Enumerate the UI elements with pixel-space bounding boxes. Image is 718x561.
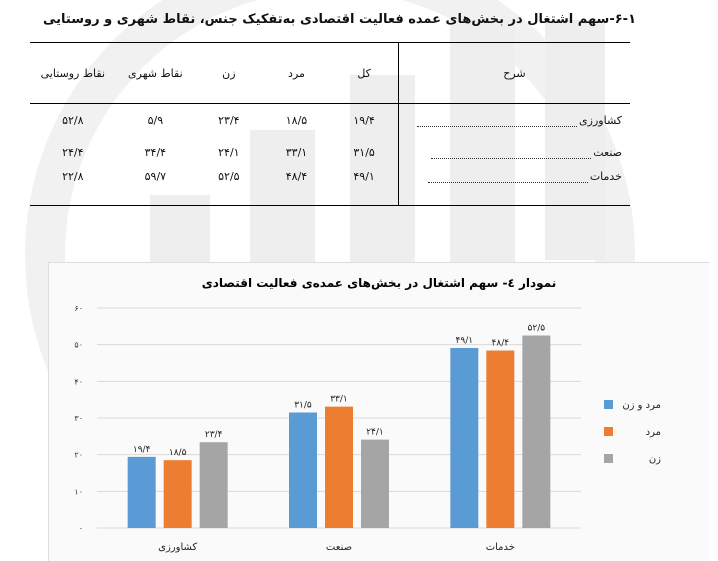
bar: [127, 456, 156, 528]
x-tick-label: خدمات: [486, 542, 515, 553]
data-label: ۳۳/۱: [330, 395, 348, 405]
row-label-cell: صنعت: [397, 136, 630, 168]
data-label: ۴۹/۱: [456, 336, 474, 346]
header-description: شرح: [397, 42, 630, 104]
header-rural: نقاط روستایی: [30, 42, 116, 104]
y-tick-label: ۴۰: [74, 377, 83, 386]
y-tick-label: ۰: [79, 524, 83, 533]
legend-label: زن: [649, 454, 661, 465]
bar: [199, 442, 228, 528]
leader-dots: [417, 125, 578, 127]
x-tick-label: صنعت: [326, 542, 352, 553]
cell-rural: ۲۲/۸: [30, 168, 116, 206]
leader-dots: [427, 182, 588, 183]
bar: [486, 350, 515, 528]
row-label-cell: خدمات: [397, 168, 630, 206]
data-label: ۳۱/۵: [294, 401, 312, 411]
legend-label: مرد: [646, 427, 661, 438]
cell-male: ۳۳/۱: [285, 145, 308, 159]
cell-urban: ۳۴/۴: [144, 145, 167, 159]
header-total: کل: [330, 42, 399, 104]
cell-female: ۲۳/۴: [218, 113, 240, 127]
header-female: زن: [195, 42, 263, 104]
row-label: خدمات: [589, 170, 622, 183]
bar: [289, 412, 317, 528]
bar: [361, 439, 389, 528]
data-label: ۲۳/۴: [205, 430, 223, 440]
cell-total: ۳۱/۵: [353, 145, 375, 159]
table-row: کشاورزی ۱۹/۴ ۱۸/۵ ۲۳/۴ ۵/۹ ۵۲/۸: [30, 103, 630, 136]
cell-female: ۲۴/۱: [218, 145, 240, 159]
bar: [522, 335, 551, 528]
row-label: کشاورزی: [579, 113, 622, 127]
data-label: ۱۹/۴: [133, 445, 151, 455]
y-tick-label: ۳۰: [74, 414, 83, 423]
cell-rural: ۵۲/۸: [62, 113, 84, 127]
bar: [325, 406, 353, 528]
cell-total: ۴۹/۱: [330, 168, 399, 206]
data-label: ۵۲/۵: [528, 324, 546, 334]
cell-urban: ۵۹/۷: [115, 168, 196, 206]
row-label: صنعت: [593, 145, 622, 159]
cell-male: ۴۸/۴: [262, 168, 331, 206]
table-row: صنعت ۳۱/۵ ۳۳/۱ ۲۴/۱ ۳۴/۴ ۲۴/۴: [30, 136, 630, 168]
employment-share-table: شرح کل مرد زن نقاط شهری نقاط روستایی کشا…: [30, 42, 630, 206]
cell-total: ۱۹/۴: [353, 113, 375, 127]
y-tick-label: ۲۰: [74, 451, 83, 460]
data-label: ۲۴/۱: [366, 428, 384, 438]
legend-swatch: [604, 454, 613, 463]
legend-swatch: [604, 400, 613, 409]
bar: [450, 347, 479, 528]
bar-chart: نمودار ٤- سهم اشتغال در بخش‌های عمده‌ی ف…: [74, 276, 661, 553]
cell-female: ۵۲/۵: [195, 168, 263, 206]
cell-urban: ۵/۹: [147, 113, 164, 127]
section-title: ۶-۱-سهم اشتغال در بخش‌های عمده فعالیت اق…: [43, 12, 636, 27]
y-tick-label: ۶۰: [74, 304, 83, 313]
bar: [163, 460, 192, 528]
table-row: خدمات ۴۹/۱ ۴۸/۴ ۵۲/۵ ۵۹/۷ ۲۲/۸: [30, 168, 630, 206]
leader-dots: [431, 157, 592, 159]
data-label: ۱۸/۵: [169, 448, 187, 458]
row-label-cell: کشاورزی: [397, 103, 630, 136]
cell-rural: ۲۴/۴: [62, 145, 84, 159]
y-tick-label: ۵۰: [74, 341, 83, 350]
chart-title: نمودار ٤- سهم اشتغال در بخش‌های عمده‌ی ف…: [202, 276, 557, 291]
x-tick-label: کشاورزی: [158, 542, 197, 553]
data-label: ۴۸/۴: [492, 339, 510, 349]
y-tick-label: ۱۰: [74, 487, 83, 496]
legend-swatch: [604, 427, 613, 436]
header-male: مرد: [262, 42, 331, 104]
chart-container: نمودار ٤- سهم اشتغال در بخش‌های عمده‌ی ف…: [48, 262, 709, 561]
cell-male: ۱۸/۵: [285, 113, 308, 127]
legend-label: مرد و زن: [622, 400, 661, 411]
header-urban: نقاط شهری: [115, 42, 196, 104]
